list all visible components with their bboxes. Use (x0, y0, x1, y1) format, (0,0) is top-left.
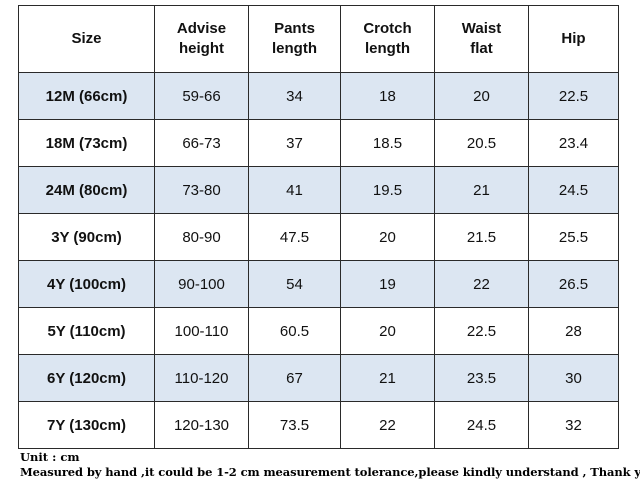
cell-size: 24M (80cm) (18, 166, 155, 214)
cell-crotch-length: 18 (340, 72, 435, 120)
header-size: Size (18, 5, 155, 73)
table-row: 24M (80cm) 73-80 41 19.5 21 24.5 (18, 166, 619, 214)
cell-advise-height: 100-110 (154, 307, 249, 355)
tolerance-note: Measured by hand ,it could be 1-2 cm mea… (20, 465, 640, 479)
cell-waist-flat: 23.5 (434, 354, 529, 402)
cell-waist-flat: 21.5 (434, 213, 529, 261)
cell-hip: 25.5 (528, 213, 619, 261)
cell-pants-length: 37 (248, 119, 341, 167)
cell-crotch-length: 20 (340, 307, 435, 355)
header-crotch-length: Crotch length (340, 5, 435, 73)
cell-crotch-length: 19 (340, 260, 435, 308)
cell-crotch-length: 22 (340, 401, 435, 449)
cell-pants-length: 54 (248, 260, 341, 308)
cell-advise-height: 59-66 (154, 72, 249, 120)
cell-advise-height: 90-100 (154, 260, 249, 308)
cell-hip: 22.5 (528, 72, 619, 120)
cell-advise-height: 80-90 (154, 213, 249, 261)
cell-advise-height: 66-73 (154, 119, 249, 167)
cell-waist-flat: 20.5 (434, 119, 529, 167)
cell-size: 3Y (90cm) (18, 213, 155, 261)
size-chart-table: Size Advise height Pants length Crotch l… (18, 5, 619, 449)
table-body: 12M (66cm) 59-66 34 18 20 22.5 18M (73cm) 66-73… (18, 72, 619, 449)
cell-waist-flat: 22.5 (434, 307, 529, 355)
cell-pants-length: 41 (248, 166, 341, 214)
cell-hip: 23.4 (528, 119, 619, 167)
cell-advise-height: 73-80 (154, 166, 249, 214)
header-waist-flat: Waist flat (434, 5, 529, 73)
cell-crotch-length: 20 (340, 213, 435, 261)
header-hip: Hip (528, 5, 619, 73)
header-pants-length: Pants length (248, 5, 341, 73)
cell-waist-flat: 22 (434, 260, 529, 308)
cell-hip: 24.5 (528, 166, 619, 214)
cell-advise-height: 110-120 (154, 354, 249, 402)
unit-note: Unit : cm (20, 450, 80, 464)
cell-pants-length: 73.5 (248, 401, 341, 449)
cell-pants-length: 60.5 (248, 307, 341, 355)
table-row: 4Y (100cm) 90-100 54 19 22 26.5 (18, 260, 619, 308)
table-row: 7Y (130cm) 120-130 73.5 22 24.5 32 (18, 401, 619, 449)
table-row: 6Y (120cm) 110-120 67 21 23.5 30 (18, 354, 619, 402)
cell-pants-length: 67 (248, 354, 341, 402)
cell-size: 12M (66cm) (18, 72, 155, 120)
cell-hip: 26.5 (528, 260, 619, 308)
table-row: 12M (66cm) 59-66 34 18 20 22.5 (18, 72, 619, 120)
cell-size: 4Y (100cm) (18, 260, 155, 308)
cell-size: 6Y (120cm) (18, 354, 155, 402)
cell-waist-flat: 24.5 (434, 401, 529, 449)
header-advise-height: Advise height (154, 5, 249, 73)
cell-hip: 32 (528, 401, 619, 449)
cell-pants-length: 47.5 (248, 213, 341, 261)
table-row: 3Y (90cm) 80-90 47.5 20 21.5 25.5 (18, 213, 619, 261)
table-row: 18M (73cm) 66-73 37 18.5 20.5 23.4 (18, 119, 619, 167)
cell-advise-height: 120-130 (154, 401, 249, 449)
cell-size: 5Y (110cm) (18, 307, 155, 355)
cell-pants-length: 34 (248, 72, 341, 120)
table-row: 5Y (110cm) 100-110 60.5 20 22.5 28 (18, 307, 619, 355)
header-row: Size Advise height Pants length Crotch l… (18, 5, 619, 73)
cell-size: 18M (73cm) (18, 119, 155, 167)
cell-hip: 28 (528, 307, 619, 355)
cell-hip: 30 (528, 354, 619, 402)
cell-crotch-length: 21 (340, 354, 435, 402)
cell-crotch-length: 18.5 (340, 119, 435, 167)
cell-size: 7Y (130cm) (18, 401, 155, 449)
cell-crotch-length: 19.5 (340, 166, 435, 214)
cell-waist-flat: 20 (434, 72, 529, 120)
cell-waist-flat: 21 (434, 166, 529, 214)
